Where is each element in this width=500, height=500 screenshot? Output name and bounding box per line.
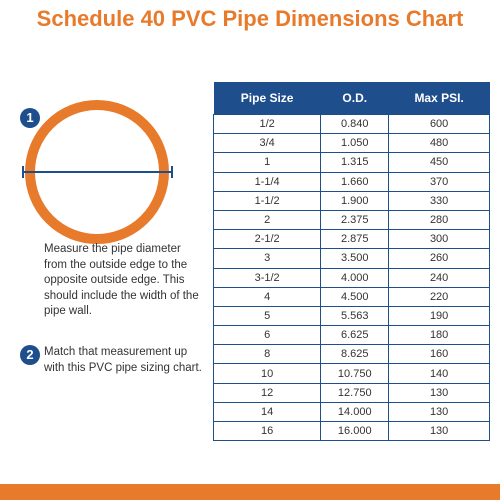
table-cell: 1 <box>212 152 322 173</box>
table-row: 3/4 1.050 480 <box>212 133 490 154</box>
table-row: 3-1/2 4.000 240 <box>212 267 490 288</box>
table-cell: 10 <box>212 363 322 384</box>
table-cell: 12 <box>212 382 322 403</box>
table-cell: 1-1/4 <box>212 171 322 192</box>
table-cell: 240 <box>388 267 490 288</box>
table-cell: 5.563 <box>320 305 390 327</box>
table-cell: 280 <box>388 209 490 231</box>
table-cell: 8.625 <box>320 344 390 365</box>
table-cell: 190 <box>388 305 490 327</box>
table-row: 5 5.563 190 <box>212 305 490 327</box>
table-cell: 4 <box>212 286 322 307</box>
table-cell: 3.500 <box>320 248 390 269</box>
table-cell: 330 <box>388 190 490 211</box>
table-cell: 10.750 <box>320 363 390 384</box>
column-header: Max PSI. <box>388 82 490 115</box>
step-text: Match that measurement up with this PVC … <box>44 346 202 374</box>
table-row: 6 6.625 180 <box>212 325 490 346</box>
table-row: 1 1.315 450 <box>212 152 490 173</box>
table-cell: 450 <box>388 152 490 173</box>
table-cell: 12.750 <box>320 382 390 403</box>
table-cell: 1/2 <box>212 113 322 135</box>
table-cell: 480 <box>388 133 490 154</box>
step-text: Measure the pipe diameter from the outsi… <box>44 243 199 317</box>
column-header: O.D. <box>320 82 389 115</box>
step-number: 2 <box>20 345 40 365</box>
column-header: Pipe Size <box>213 82 321 115</box>
table-cell: 140 <box>388 363 490 384</box>
table-cell: 220 <box>388 286 490 307</box>
table-row: 1-1/2 1.900 330 <box>212 190 490 211</box>
table-row: 14 14.000 130 <box>212 401 490 423</box>
table-cell: 1-1/2 <box>212 190 322 211</box>
table-cell: 600 <box>388 113 490 135</box>
table-cell: 3 <box>212 248 322 269</box>
table-cell: 130 <box>388 420 490 442</box>
table-cell: 16 <box>212 420 322 442</box>
footer-bar <box>0 484 500 500</box>
table-cell: 4.000 <box>320 267 390 288</box>
table-row: 2-1/2 2.875 300 <box>212 229 490 250</box>
table-cell: 6 <box>212 325 322 346</box>
table-row: 1/2 0.840 600 <box>212 113 490 135</box>
table-cell: 180 <box>388 325 490 346</box>
dimension-table: Pipe Size O.D. Max PSI. 1/2 0.840 600 3/4 1.050… <box>212 82 490 442</box>
table-row: 3 3.500 260 <box>212 248 490 269</box>
step-number: 1 <box>20 108 40 128</box>
table-row: 10 10.750 140 <box>212 363 490 384</box>
table-row: 8 8.625 160 <box>212 344 490 365</box>
table-cell: 3/4 <box>212 133 322 154</box>
table-cell: 14 <box>212 401 322 423</box>
table-cell: 14.000 <box>320 401 390 423</box>
table-cell: 2 <box>212 209 322 231</box>
table-cell: 260 <box>388 248 490 269</box>
table-cell: 0.840 <box>320 113 390 135</box>
table-cell: 5 <box>212 305 322 327</box>
table-cell: 8 <box>212 344 322 365</box>
table-cell: 1.660 <box>320 171 390 192</box>
table-row: 16 16.000 130 <box>212 420 490 442</box>
table-cell: 2.875 <box>320 229 390 250</box>
table-row: 12 12.750 130 <box>212 382 490 403</box>
table-cell: 160 <box>388 344 490 365</box>
table-row: 1-1/4 1.660 370 <box>212 171 490 192</box>
table-cell: 130 <box>388 382 490 403</box>
table-row: 2 2.375 280 <box>212 209 490 231</box>
table-cell: 1.050 <box>320 133 390 154</box>
table-cell: 16.000 <box>320 420 390 442</box>
table-cell: 6.625 <box>320 325 390 346</box>
table-cell: 1.900 <box>320 190 390 211</box>
table-cell: 130 <box>388 401 490 423</box>
table-cell: 1.315 <box>320 152 390 173</box>
table-cell: 3-1/2 <box>212 267 322 288</box>
table-cell: 370 <box>388 171 490 192</box>
pipe-diagram <box>22 100 173 244</box>
header-row: Pipe Size O.D. Max PSI. <box>213 82 490 115</box>
title: Schedule 40 PVC Pipe Dimensions Chart <box>36 6 464 31</box>
table-cell: 2-1/2 <box>212 229 322 250</box>
table-cell: 4.500 <box>320 286 390 307</box>
table-cell: 300 <box>388 229 490 250</box>
table-row: 4 4.500 220 <box>212 286 490 307</box>
table-cell: 2.375 <box>320 209 390 231</box>
